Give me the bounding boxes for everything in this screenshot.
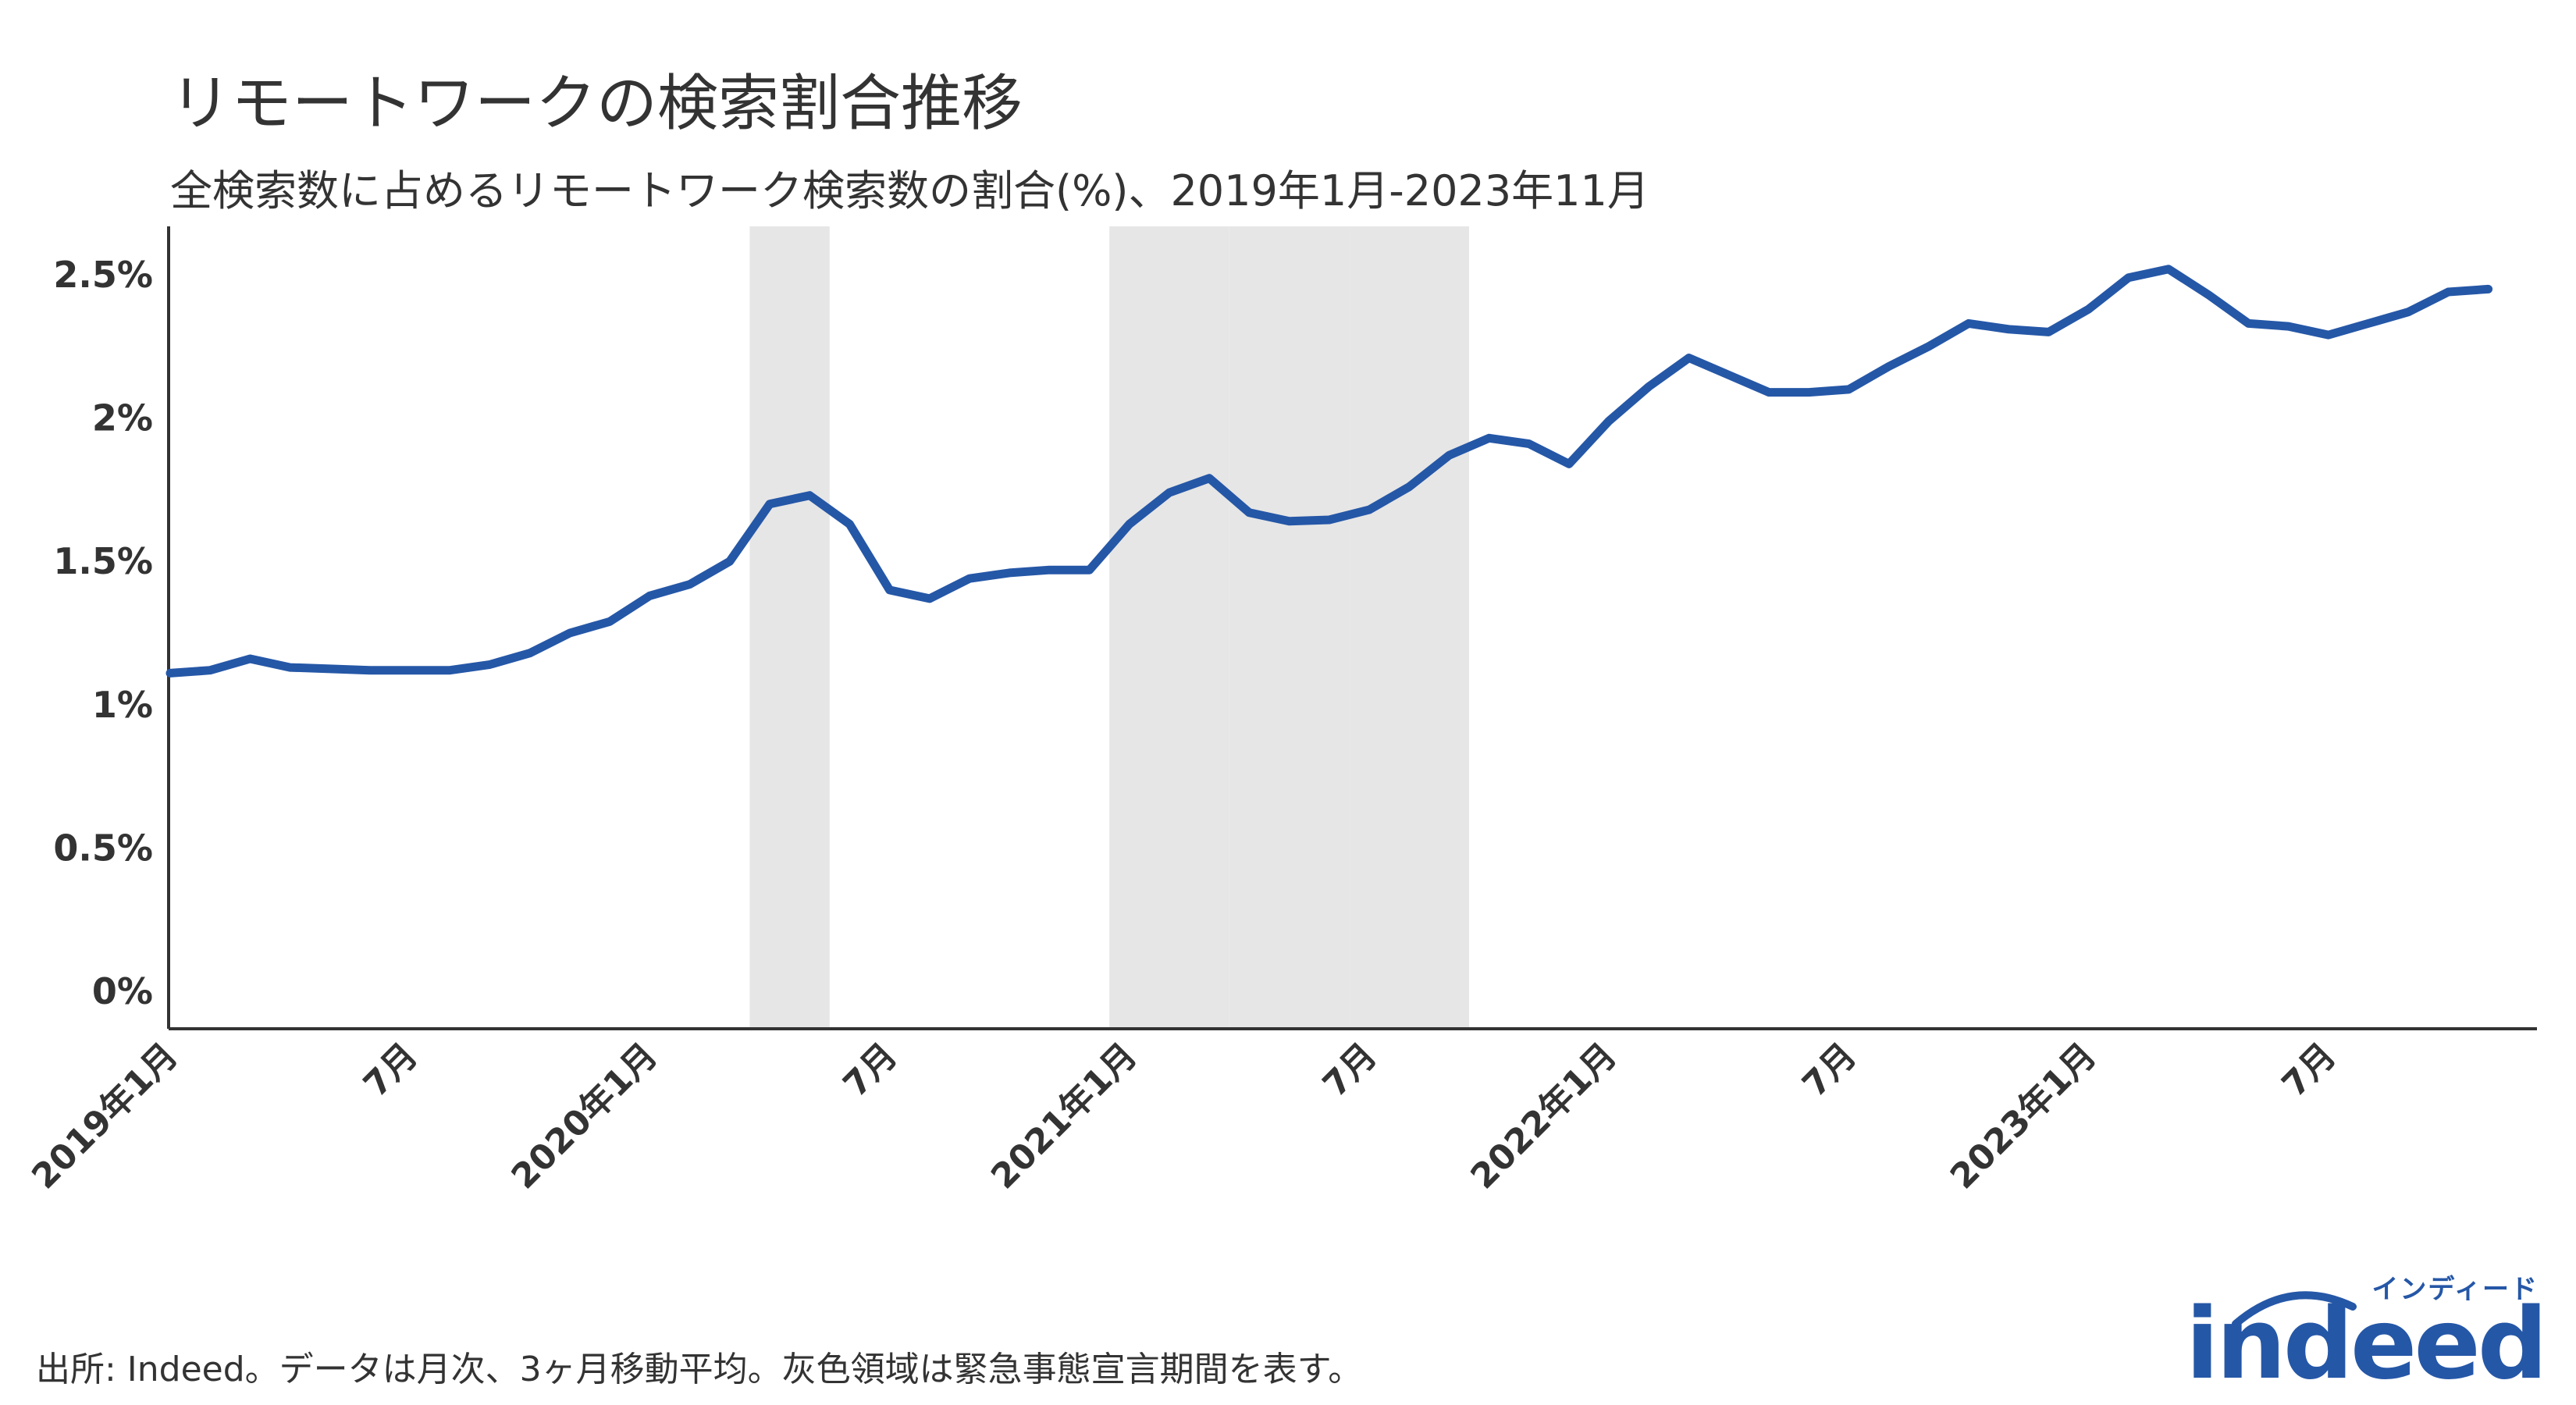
y-tick-label: 2% xyxy=(92,397,153,439)
y-tick-label: 0.5% xyxy=(53,827,153,869)
x-tick-labels: 2019年1月 7月 2020年1月 7月 2021年1月 7月 2022年1月 7月 2023… xyxy=(24,1036,2343,1197)
shaded-period-1 xyxy=(749,226,830,1029)
y-tick-label: 1.5% xyxy=(53,540,153,582)
y-tick-label: 0% xyxy=(92,970,153,1012)
x-tick-label: 7月 xyxy=(356,1036,425,1105)
shaded-period-3 xyxy=(1229,226,1350,1029)
x-tick-label: 2021年1月 xyxy=(984,1036,1145,1197)
logo-arc-icon xyxy=(2232,1291,2357,1328)
chart-title: リモートワークの検索割合推移 xyxy=(170,69,1023,139)
y-tick-label: 2.5% xyxy=(53,254,153,296)
shaded-period-4 xyxy=(1349,226,1469,1029)
y-tick-labels: 0% 0.5% 1% 1.5% 2% 2.5% xyxy=(53,254,153,1012)
indeed-logo: インディード indeed xyxy=(2186,1264,2548,1401)
chart-subtitle: 全検索数に占めるリモートワーク検索数の割合(%)、2019年1月-2023年11… xyxy=(170,166,1649,215)
x-tick-label: 7月 xyxy=(836,1036,906,1105)
series-layer xyxy=(165,265,2493,678)
shaded-periods xyxy=(749,226,1469,1029)
shaded-period-2 xyxy=(1109,226,1229,1029)
x-tick-label: 2023年1月 xyxy=(1943,1036,2105,1197)
source-note: 出所: Indeed。データは月次、3ヶ月移動平均。灰色領域は緊急事態宣言期間を… xyxy=(36,1350,1363,1389)
x-tick-label: 2020年1月 xyxy=(504,1036,666,1197)
axes xyxy=(167,226,2537,1030)
logo-wordmark: indeed xyxy=(2185,1286,2548,1401)
x-tick-label: 7月 xyxy=(2275,1036,2344,1105)
x-tick-label: 7月 xyxy=(1315,1036,1385,1105)
x-tick-label: 2022年1月 xyxy=(1463,1036,1624,1197)
x-tick-label: 7月 xyxy=(1795,1036,1864,1105)
logo-kana: インディード xyxy=(2371,1274,2539,1305)
series-line xyxy=(165,265,2493,678)
x-tick-label: 2019年1月 xyxy=(24,1036,186,1197)
y-tick-label: 1% xyxy=(92,684,153,726)
